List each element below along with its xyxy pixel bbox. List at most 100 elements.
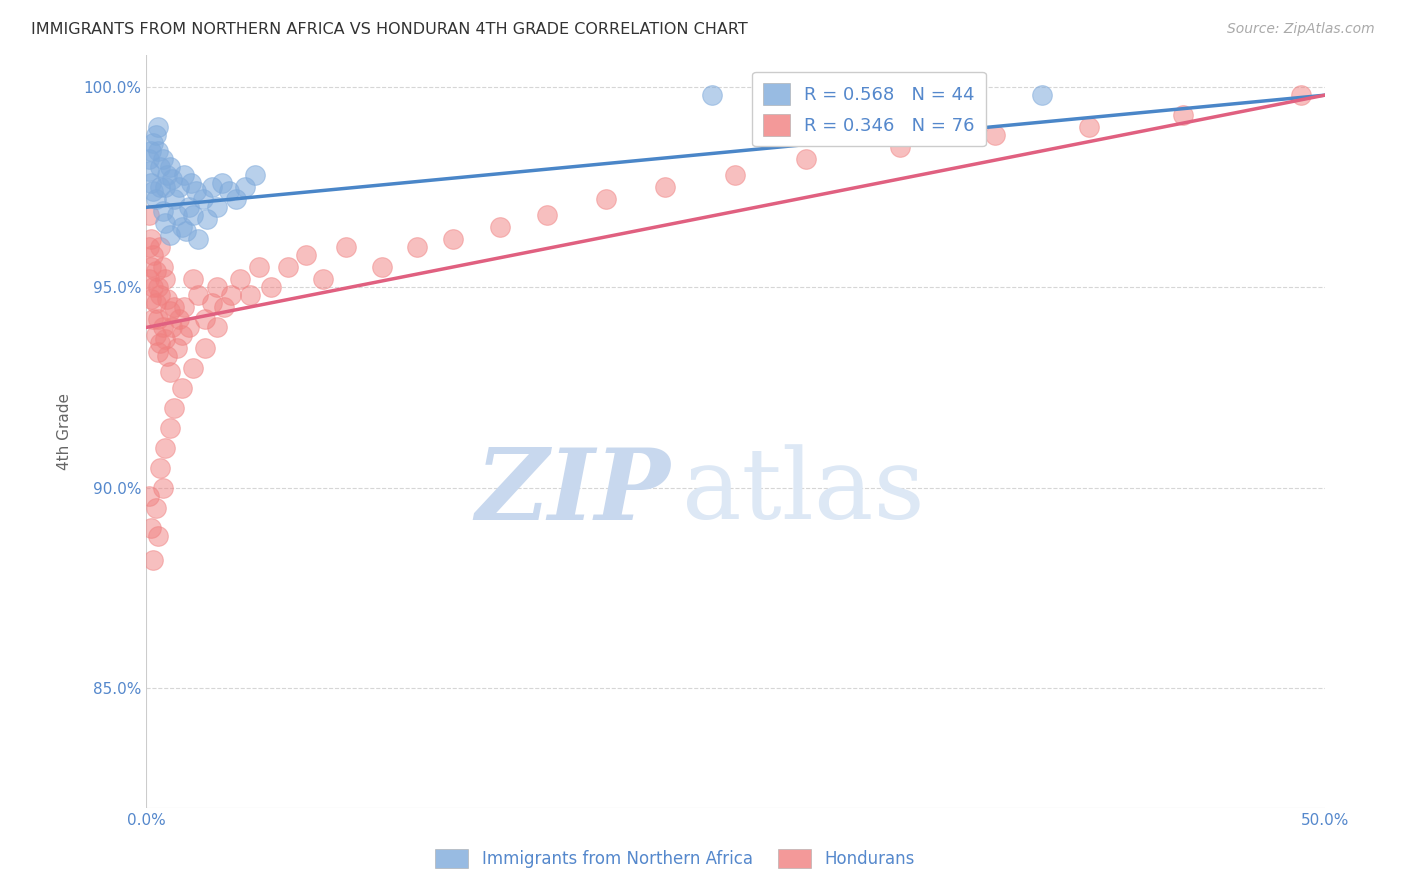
Point xyxy=(180,176,202,190)
Point xyxy=(152,153,174,167)
Point xyxy=(138,153,160,167)
Point xyxy=(149,460,172,475)
Point xyxy=(145,500,167,515)
Point xyxy=(145,264,167,278)
Point xyxy=(152,320,174,334)
Point xyxy=(166,341,188,355)
Point xyxy=(149,240,172,254)
Point xyxy=(142,280,165,294)
Point xyxy=(145,296,167,310)
Point xyxy=(239,288,262,302)
Point xyxy=(146,145,169,159)
Point xyxy=(201,180,224,194)
Point xyxy=(149,288,172,302)
Point xyxy=(201,296,224,310)
Point xyxy=(156,349,179,363)
Point xyxy=(152,481,174,495)
Point xyxy=(156,169,179,183)
Point xyxy=(139,145,162,159)
Point xyxy=(194,312,217,326)
Point xyxy=(488,220,510,235)
Point xyxy=(191,192,214,206)
Point xyxy=(146,344,169,359)
Point xyxy=(139,293,162,307)
Point xyxy=(170,380,193,394)
Point xyxy=(595,192,617,206)
Point xyxy=(159,304,181,318)
Point xyxy=(1031,88,1053,103)
Point xyxy=(181,208,204,222)
Point xyxy=(794,153,817,167)
Point xyxy=(138,272,160,286)
Point xyxy=(794,88,817,103)
Point xyxy=(138,489,160,503)
Legend: R = 0.568   N = 44, R = 0.346   N = 76: R = 0.568 N = 44, R = 0.346 N = 76 xyxy=(752,71,986,146)
Text: atlas: atlas xyxy=(682,444,925,540)
Point xyxy=(1173,108,1195,122)
Point xyxy=(153,216,176,230)
Point xyxy=(146,120,169,135)
Point xyxy=(174,224,197,238)
Point xyxy=(139,176,162,190)
Point xyxy=(145,128,167,143)
Point xyxy=(159,365,181,379)
Point xyxy=(167,312,190,326)
Point xyxy=(159,420,181,434)
Point xyxy=(229,272,252,286)
Point xyxy=(212,301,235,315)
Point xyxy=(153,272,176,286)
Point xyxy=(138,240,160,254)
Point xyxy=(138,164,160,178)
Point xyxy=(243,169,266,183)
Point xyxy=(160,320,183,334)
Point xyxy=(187,288,209,302)
Point xyxy=(194,341,217,355)
Point xyxy=(159,161,181,175)
Point xyxy=(295,248,318,262)
Point xyxy=(153,180,176,194)
Point xyxy=(1077,120,1099,135)
Point xyxy=(149,161,172,175)
Point xyxy=(536,208,558,222)
Point xyxy=(149,180,172,194)
Point xyxy=(159,228,181,243)
Point xyxy=(233,180,256,194)
Point xyxy=(139,521,162,535)
Point xyxy=(173,169,195,183)
Point xyxy=(163,192,186,206)
Point xyxy=(167,180,190,194)
Point xyxy=(335,240,357,254)
Point xyxy=(205,200,228,214)
Point xyxy=(170,328,193,343)
Point xyxy=(260,280,283,294)
Point xyxy=(312,272,335,286)
Point xyxy=(218,184,240,198)
Point xyxy=(371,260,394,275)
Point xyxy=(153,441,176,455)
Point xyxy=(219,288,242,302)
Point xyxy=(724,169,747,183)
Point xyxy=(225,192,247,206)
Text: IMMIGRANTS FROM NORTHERN AFRICA VS HONDURAN 4TH GRADE CORRELATION CHART: IMMIGRANTS FROM NORTHERN AFRICA VS HONDU… xyxy=(31,22,748,37)
Point xyxy=(205,280,228,294)
Point xyxy=(181,272,204,286)
Point xyxy=(149,336,172,351)
Point xyxy=(145,192,167,206)
Point xyxy=(205,320,228,334)
Point xyxy=(177,200,200,214)
Legend: Immigrants from Northern Africa, Hondurans: Immigrants from Northern Africa, Hondura… xyxy=(429,842,921,875)
Text: ZIP: ZIP xyxy=(475,443,671,540)
Point xyxy=(146,312,169,326)
Text: Source: ZipAtlas.com: Source: ZipAtlas.com xyxy=(1227,22,1375,37)
Point xyxy=(1289,88,1312,103)
Point xyxy=(142,312,165,326)
Point xyxy=(211,176,233,190)
Point xyxy=(142,184,165,198)
Point xyxy=(146,529,169,543)
Point xyxy=(156,293,179,307)
Point xyxy=(160,172,183,186)
Point xyxy=(166,208,188,222)
Point xyxy=(142,553,165,567)
Point xyxy=(187,232,209,246)
Point xyxy=(406,240,429,254)
